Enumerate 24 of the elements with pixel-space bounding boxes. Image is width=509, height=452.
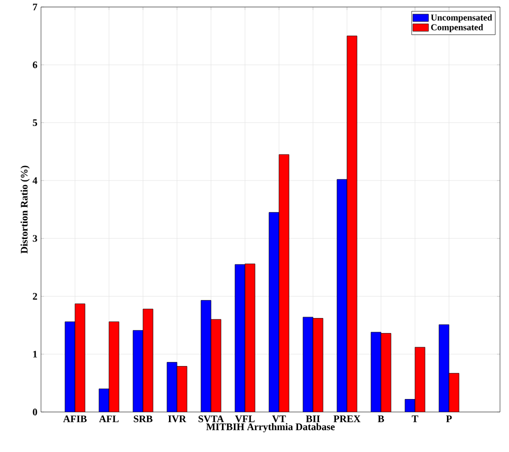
y-tick-label: 5: [32, 119, 38, 126]
x-tick-label: VT: [272, 416, 286, 422]
x-tick-label: SRB: [134, 416, 152, 422]
x-tick-label: B: [378, 416, 384, 422]
x-tick-label: AFIB: [63, 416, 87, 422]
y-tick-label: 1: [33, 350, 37, 358]
x-tick-label: VFL: [235, 416, 255, 422]
y-tick-label: 2: [32, 292, 38, 300]
y-tick-label: 3: [32, 235, 38, 242]
legend-label: Compensated: [431, 24, 484, 32]
x-tick-label: PREX: [334, 416, 360, 422]
y-tick-label: 4: [32, 177, 38, 184]
x-tick-label: SVTA: [198, 416, 224, 422]
legend-label: Uncompensated: [430, 14, 492, 22]
y-tick-label: 7: [33, 4, 38, 10]
x-tick-label: AFL: [99, 416, 119, 422]
x-tick-label: P: [446, 416, 452, 422]
x-tick-label: BII: [306, 416, 320, 422]
x-tick-label: T: [412, 416, 418, 422]
y-axis-title: Distortion Ratio (%): [20, 166, 30, 254]
y-tick-label: 6: [32, 61, 38, 68]
y-tick-label: 0: [32, 408, 38, 416]
x-axis-title: MITBIH Arrythmia Database: [206, 423, 335, 432]
x-tick-label: IVR: [168, 416, 186, 422]
